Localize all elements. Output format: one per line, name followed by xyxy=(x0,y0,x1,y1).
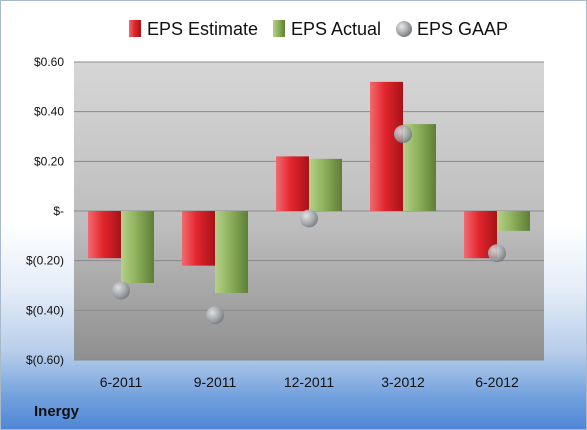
y-tick-label: $(0.60) xyxy=(26,353,64,367)
company-name: Inergy xyxy=(34,403,80,420)
legend: EPS Estimate EPS Actual EPS GAAP xyxy=(129,19,508,39)
y-axis-ticks: $0.60 $0.40 $0.20 $- $(0.20) $(0.40) $(0.60) xyxy=(26,55,64,367)
x-tick-label: 9-2011 xyxy=(194,374,237,390)
bar-eps-estimate xyxy=(182,211,215,266)
legend-item-actual: EPS Actual xyxy=(273,19,381,39)
y-tick-label: $0.20 xyxy=(34,154,64,168)
bars xyxy=(88,81,530,293)
legend-item-gaap: EPS GAAP xyxy=(396,19,508,39)
legend-item-estimate: EPS Estimate xyxy=(129,19,258,39)
legend-label-gaap: EPS GAAP xyxy=(417,19,508,39)
legend-marker-gaap xyxy=(396,21,412,37)
x-tick-label: 6-2011 xyxy=(100,374,143,390)
bar-eps-estimate xyxy=(276,156,309,211)
y-tick-label: $0.60 xyxy=(34,55,64,69)
y-tick-label: $0.40 xyxy=(34,105,64,119)
y-tick-label: $(0.40) xyxy=(26,303,64,317)
bar-eps-actual xyxy=(309,158,342,211)
bar-eps-estimate xyxy=(88,211,121,259)
bar-eps-estimate xyxy=(370,81,403,211)
x-tick-label: 3-2012 xyxy=(381,374,425,390)
bar-eps-actual xyxy=(497,211,530,231)
bar-eps-actual xyxy=(215,211,248,293)
x-tick-label: 6-2012 xyxy=(475,374,519,390)
bar-eps-actual xyxy=(121,211,154,284)
point-eps-gaap xyxy=(394,125,412,144)
x-axis-labels: 6-2011 9-2011 12-2011 3-2012 6-2012 xyxy=(100,374,519,390)
point-eps-gaap xyxy=(206,306,224,325)
legend-swatch-estimate xyxy=(129,20,141,37)
y-tick-label: $(0.20) xyxy=(26,254,64,268)
gaap-points xyxy=(112,125,506,325)
y-tick-label: $- xyxy=(53,204,64,218)
point-eps-gaap xyxy=(300,209,318,228)
legend-swatch-actual xyxy=(273,20,285,37)
x-tick-label: 12-2011 xyxy=(284,374,335,390)
legend-label-estimate: EPS Estimate xyxy=(147,19,258,39)
point-eps-gaap xyxy=(112,281,130,300)
legend-label-actual: EPS Actual xyxy=(291,19,381,39)
point-eps-gaap xyxy=(488,244,506,263)
